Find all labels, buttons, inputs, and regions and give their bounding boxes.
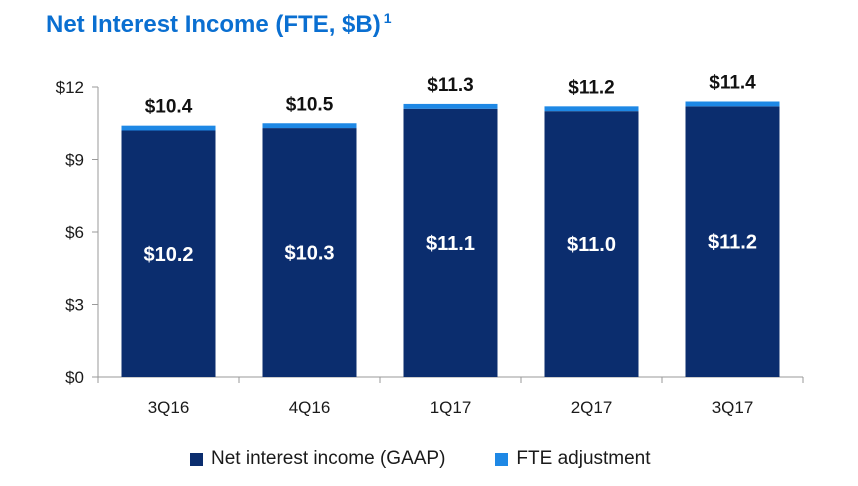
legend-swatch-gaap (190, 452, 203, 466)
y-tick-label: $9 (65, 151, 84, 170)
bar-gaap (544, 111, 639, 378)
chart-title-text: Net Interest Income (FTE, $B) (46, 11, 381, 38)
bar-gaap (403, 108, 498, 377)
y-tick-label: $12 (56, 78, 84, 97)
bar-gaap-label: $10.3 (284, 243, 334, 265)
x-tick-label: 3Q16 (148, 398, 190, 417)
bar-gaap-label: $10.2 (143, 244, 193, 266)
chart-legend: Net interest income (GAAP) FTE adjustmen… (190, 448, 701, 470)
bar-chart: $0 $3 $6 $9 $12 $10.2 $10.4 3Q16 $10.3 $10.5 4Q16 $… (56, 73, 804, 417)
bar-gaap (121, 130, 216, 377)
legend-label-gaap: Net interest income (GAAP) (211, 448, 446, 469)
bar-gaap-label: $11.0 (567, 234, 616, 256)
bar-fte (262, 123, 357, 129)
bar-fte (121, 125, 216, 131)
legend-item-gaap: Net interest income (GAAP) (190, 448, 445, 470)
bar-total-label: $10.5 (286, 94, 334, 115)
x-tick-label: 1Q17 (430, 398, 472, 417)
bar-total-label: $10.4 (145, 97, 193, 118)
y-tick-label: $3 (65, 296, 84, 315)
bar-total-label: $11.4 (709, 73, 756, 94)
legend-item-fte: FTE adjustment (495, 448, 651, 470)
bar-fte (544, 106, 639, 112)
bar-fte (403, 103, 498, 109)
bar-total-label: $11.3 (427, 75, 474, 96)
bar-gaap (685, 106, 780, 377)
legend-label-fte: FTE adjustment (516, 448, 651, 469)
bar-gaap (262, 128, 357, 377)
bar-fte (685, 101, 780, 107)
x-tick-label: 3Q17 (712, 398, 754, 417)
x-tick-label: 4Q16 (289, 398, 331, 417)
y-tick-label: $0 (65, 368, 84, 387)
y-tick-label: $6 (65, 223, 84, 242)
x-tick-label: 2Q17 (571, 398, 613, 417)
chart-title: Net Interest Income (FTE, $B) 1 (46, 10, 392, 39)
bar-gaap-label: $11.1 (426, 233, 475, 255)
title-footnote: 1 (383, 10, 392, 26)
bar-total-label: $11.2 (568, 77, 615, 98)
legend-swatch-fte (495, 452, 509, 466)
bar-gaap-label: $11.2 (708, 232, 757, 254)
